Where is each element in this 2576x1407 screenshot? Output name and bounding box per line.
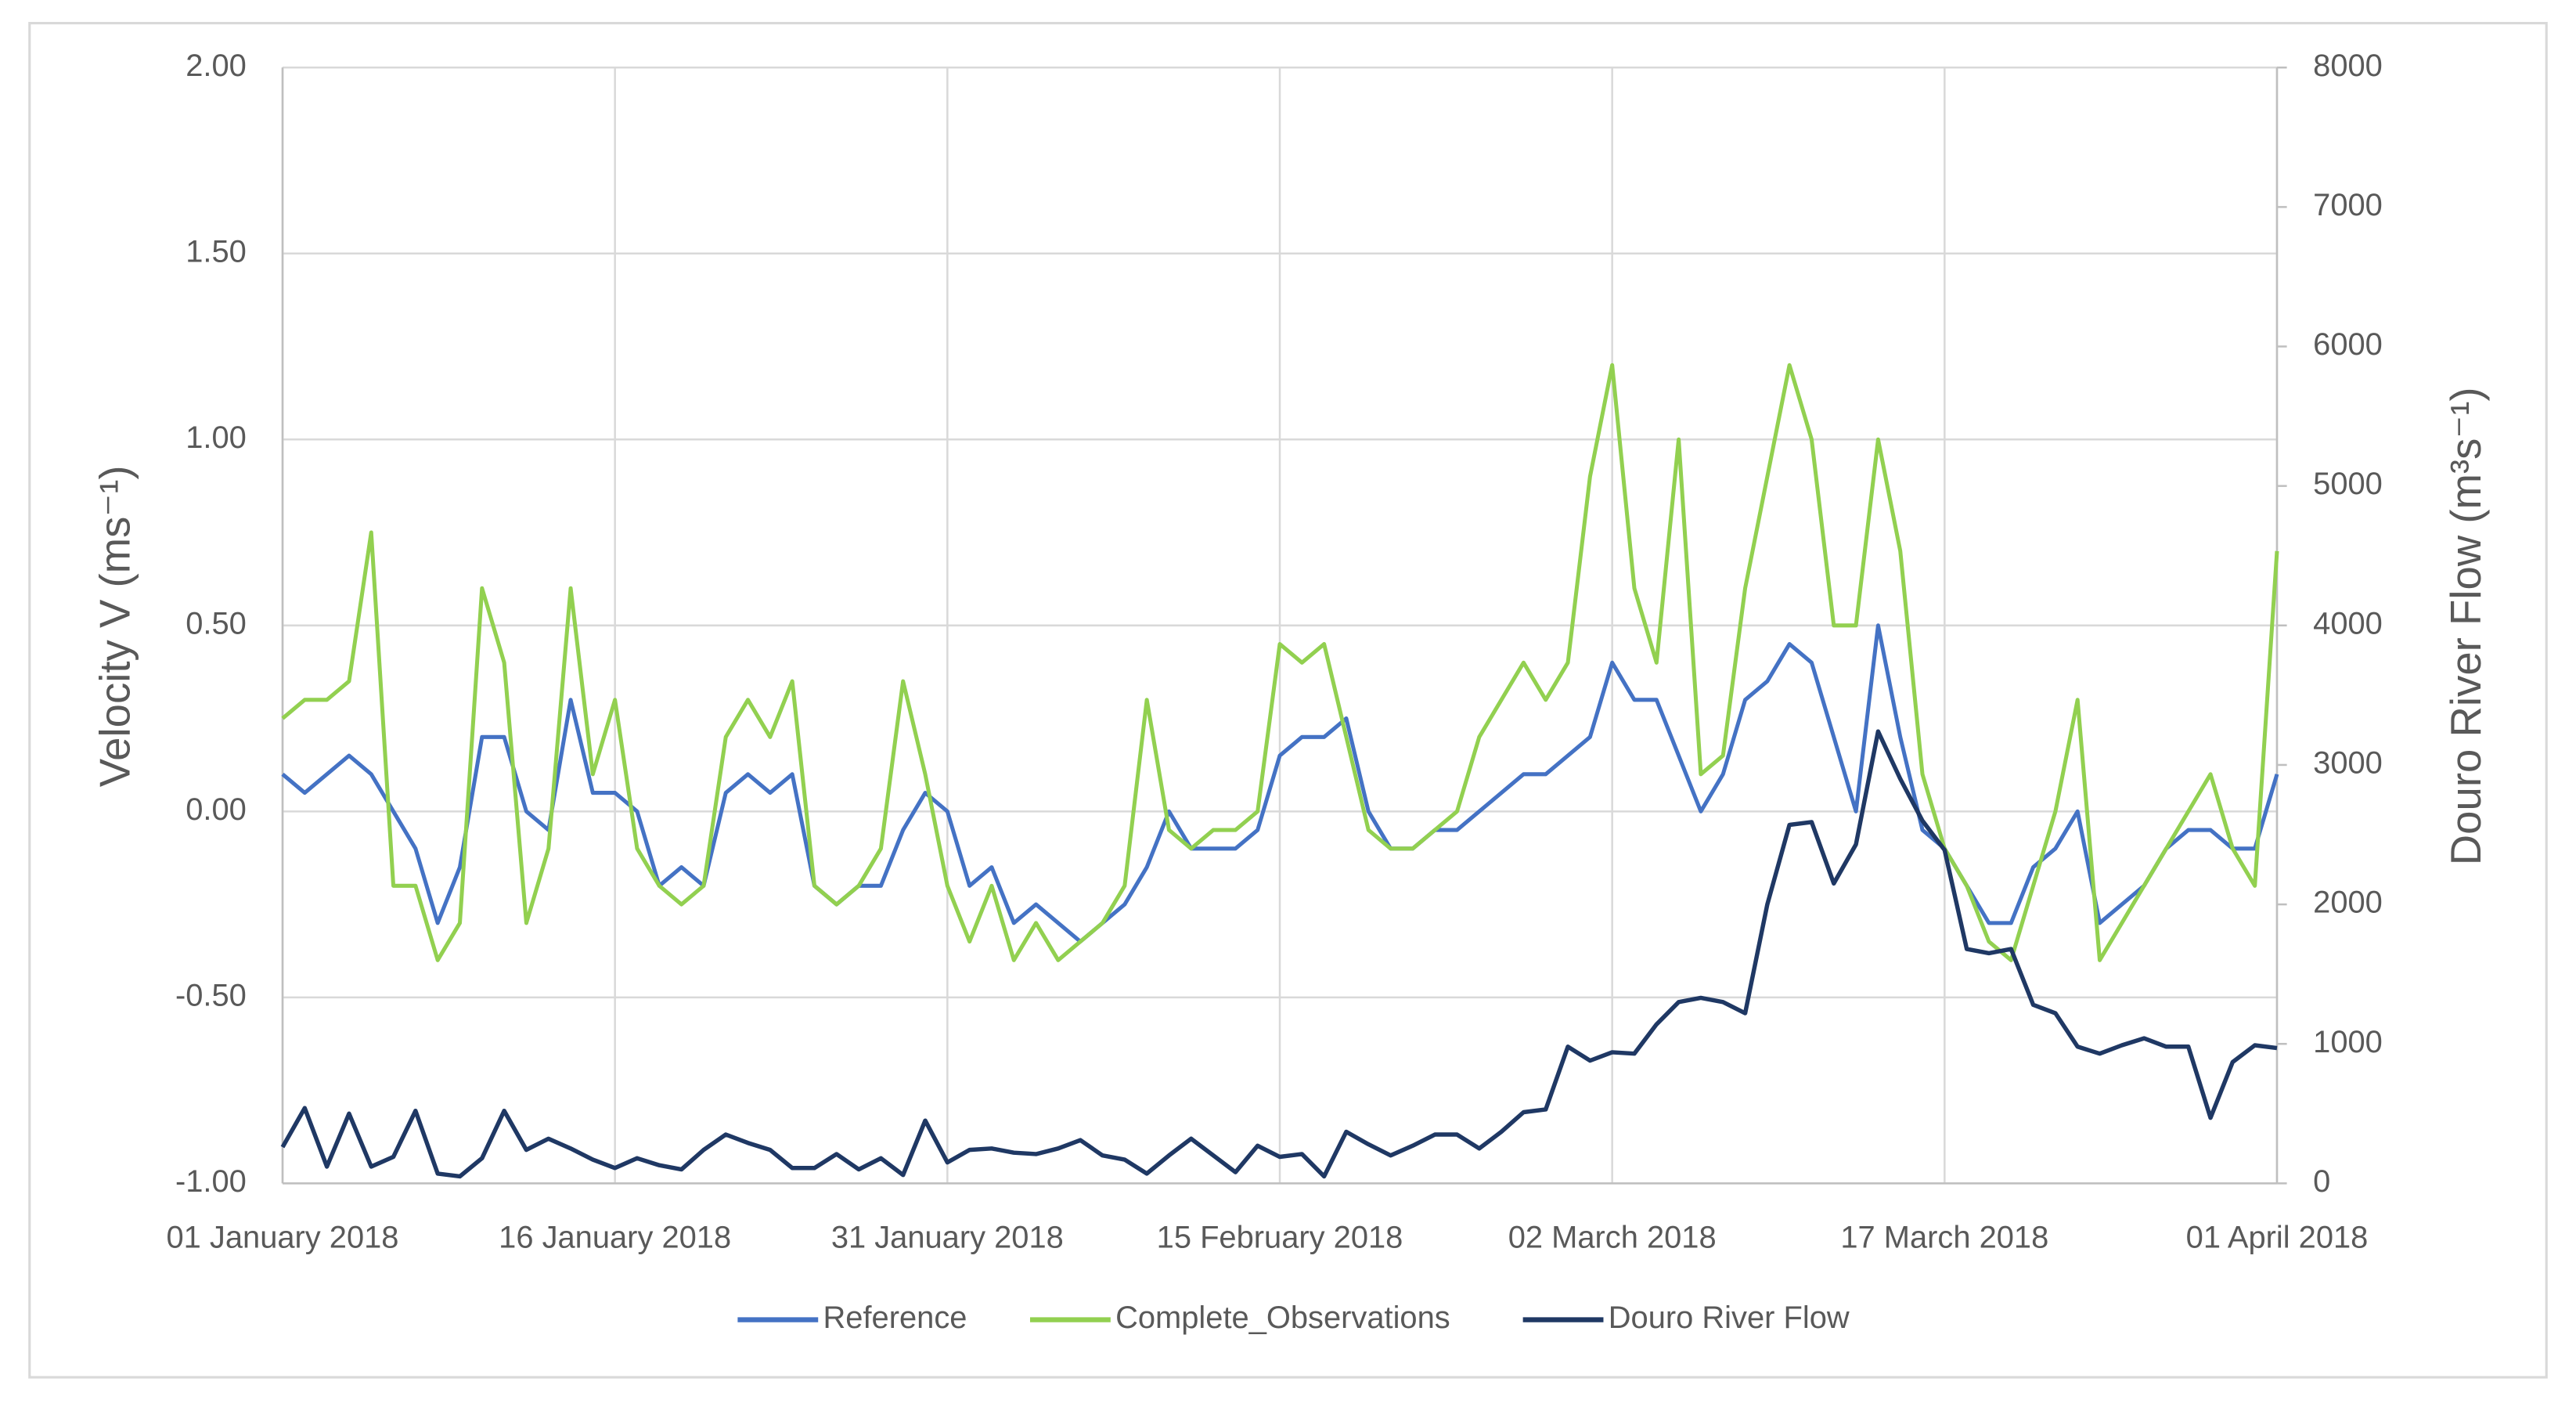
y2-tick-label: 4000 — [2313, 606, 2383, 640]
legend-label: Reference — [823, 1301, 967, 1335]
x-tick-label: 02 March 2018 — [1508, 1220, 1717, 1254]
y-tick-label: 0.00 — [186, 792, 247, 827]
y-tick-label: 1.00 — [186, 420, 247, 455]
x-tick-label: 15 February 2018 — [1157, 1220, 1403, 1254]
x-tick-label: 16 January 2018 — [499, 1220, 731, 1254]
legend-label: Complete_Observations — [1115, 1301, 1450, 1335]
y2-axis-title: Douro River Flow (m³s⁻¹) — [2442, 387, 2490, 865]
y-tick-label: -1.00 — [175, 1164, 247, 1199]
y2-tick-label: 2000 — [2313, 886, 2383, 920]
y2-tick-label: 6000 — [2313, 327, 2383, 362]
y2-tick-label: 8000 — [2313, 49, 2383, 83]
y-axis-title: Velocity V (ms⁻¹) — [92, 465, 139, 787]
x-tick-label: 31 January 2018 — [831, 1220, 1064, 1254]
y2-tick-label: 0 — [2313, 1164, 2330, 1199]
y2-tick-label: 7000 — [2313, 188, 2383, 222]
x-tick-label: 17 March 2018 — [1840, 1220, 2048, 1254]
y2-tick-label: 3000 — [2313, 745, 2383, 780]
y2-tick-label: 1000 — [2313, 1025, 2383, 1059]
x-tick-label: 01 January 2018 — [167, 1220, 399, 1254]
y-tick-label: 0.50 — [186, 606, 247, 640]
legend-label: Douro River Flow — [1609, 1301, 1850, 1335]
series-line — [280, 729, 2278, 1179]
y2-tick-label: 5000 — [2313, 467, 2383, 501]
y-tick-label: 2.00 — [186, 49, 247, 83]
chart-border — [28, 22, 2548, 1379]
x-tick-label: 01 April 2018 — [2186, 1220, 2369, 1254]
y-tick-label: -0.50 — [175, 978, 247, 1012]
y-tick-label: 1.50 — [186, 234, 247, 269]
